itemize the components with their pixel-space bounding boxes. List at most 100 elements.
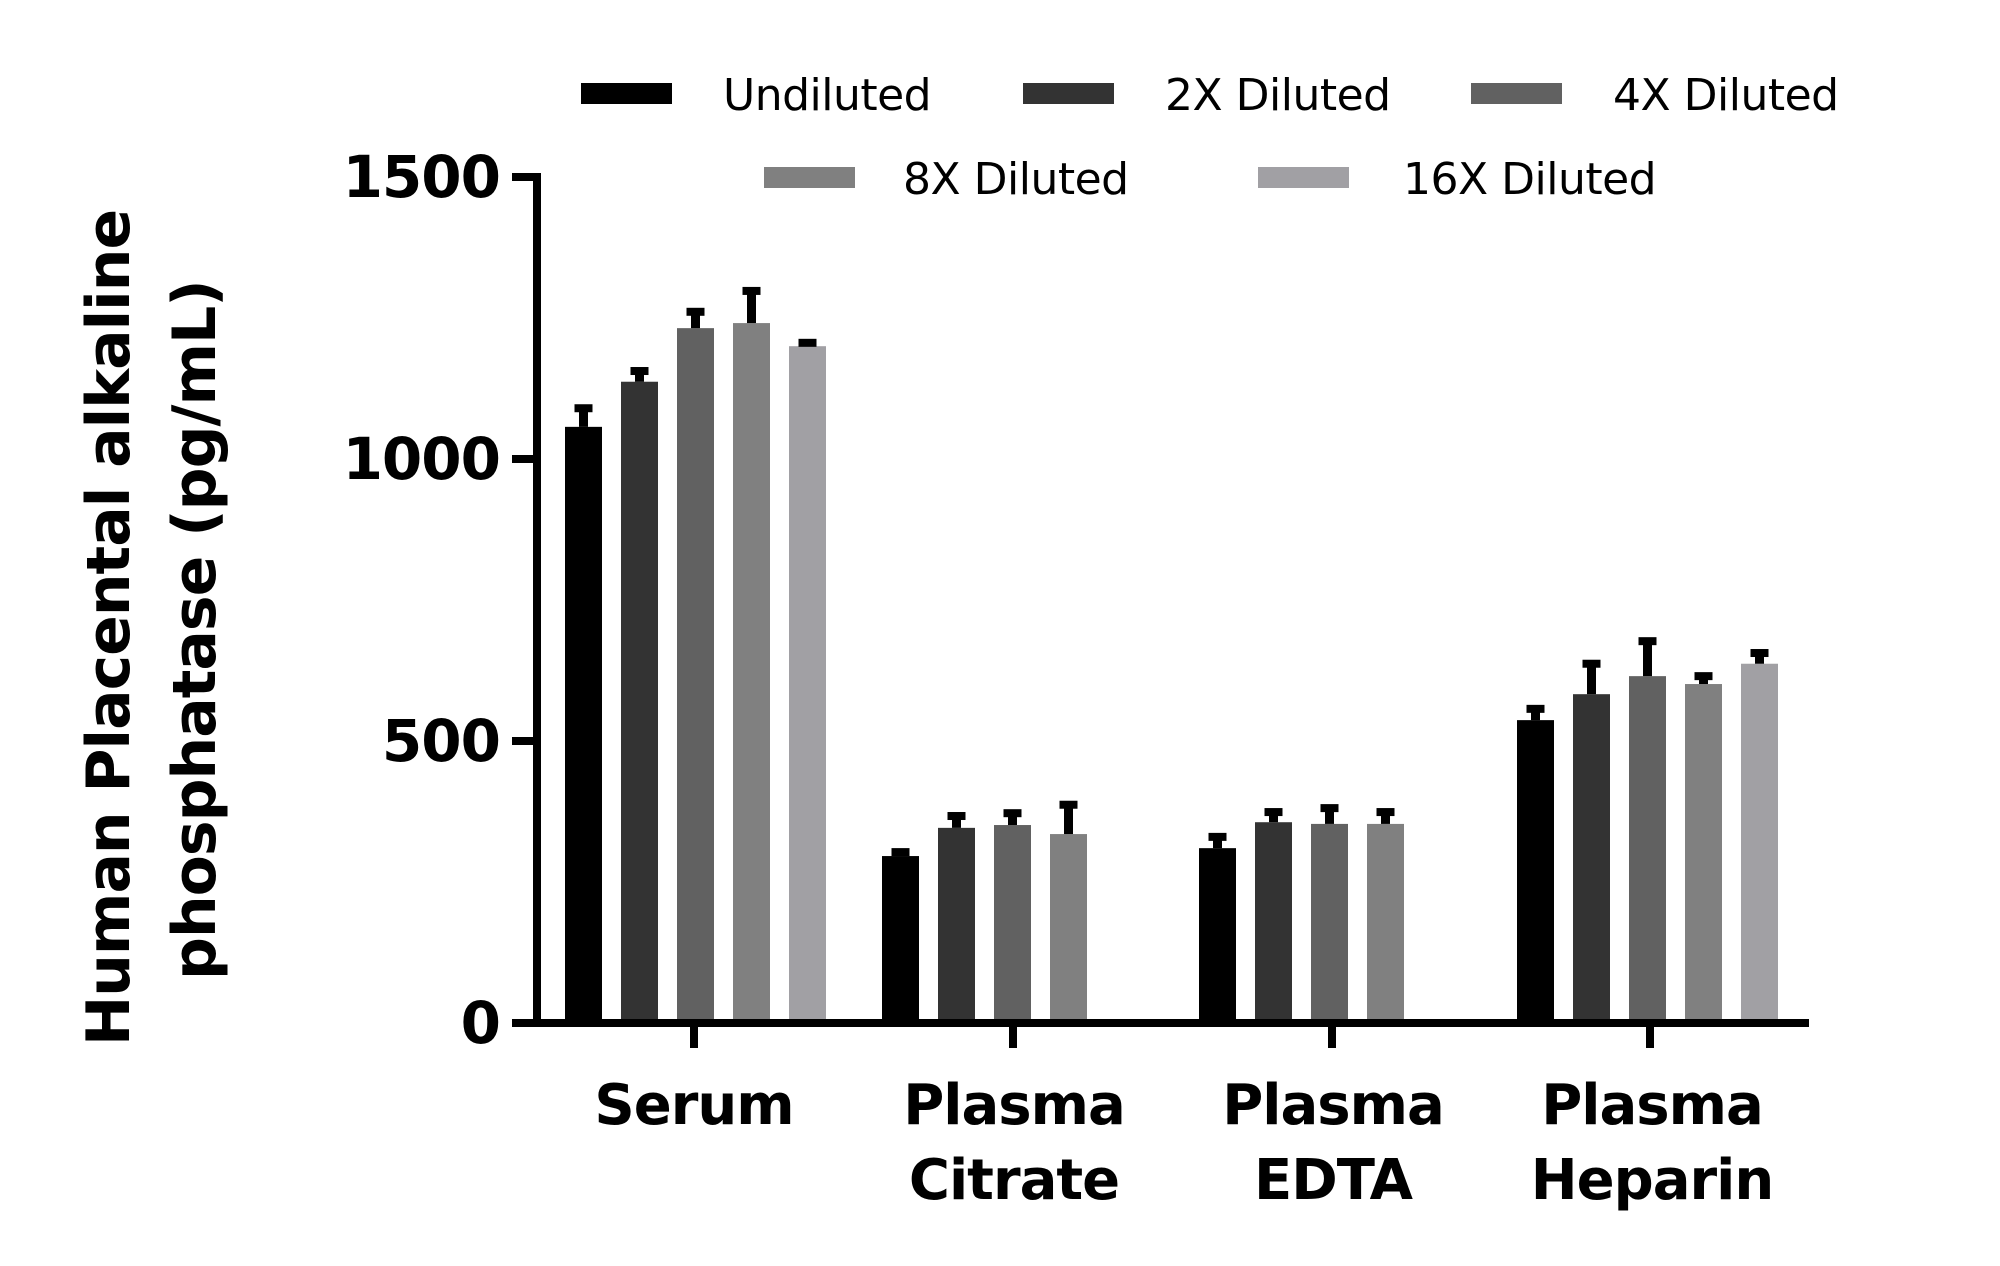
error-bar-stem — [1269, 812, 1278, 823]
y-axis-line — [533, 173, 541, 1027]
error-bar-cap — [1526, 704, 1545, 713]
y-axis-title-line-2: phosphatase (pg/mL) — [160, 280, 230, 980]
error-bar-stem — [579, 408, 588, 427]
y-tick-1500 — [512, 173, 537, 181]
error-bar-cap — [630, 367, 649, 376]
bar-plasma-heparin-undiluted — [1517, 704, 1554, 1023]
error-bar-stem — [747, 290, 756, 324]
bar-rect — [1685, 684, 1722, 1023]
bar-plasma-edta-8x-diluted — [1367, 808, 1404, 1023]
error-bar-stem — [1325, 808, 1334, 824]
bar-plasma-heparin-4x-diluted — [1629, 637, 1666, 1023]
bar-rect — [1050, 834, 1087, 1023]
x-label-plasma-heparin: Plasma Heparin — [1502, 1068, 1802, 1218]
bar-serum-16x-diluted — [789, 338, 826, 1023]
error-bar-cap — [798, 338, 817, 347]
bar-rect — [1573, 694, 1610, 1023]
error-bar-cap — [1208, 832, 1227, 841]
error-bar-stem — [1213, 836, 1222, 849]
error-bar-stem — [1064, 804, 1073, 835]
error-bar-stem — [1755, 653, 1764, 664]
bar-rect — [938, 827, 975, 1023]
x-label-plasma-edta: Plasma EDTA — [1183, 1068, 1483, 1218]
legend-swatch-2x — [1023, 83, 1114, 104]
x-label-plasma-heparin-line-1: Plasma — [1541, 1073, 1764, 1138]
y-tick-label-500: 500 — [381, 707, 501, 775]
x-tick-0 — [690, 1023, 698, 1048]
error-bar-cap — [574, 404, 593, 413]
y-tick-label-0: 0 — [460, 989, 501, 1057]
axes-layer — [512, 173, 1809, 1048]
error-bar-cap — [891, 848, 910, 857]
legend-label-4x: 4X Diluted — [1613, 70, 1839, 121]
x-label-serum-line-1: Serum — [594, 1073, 794, 1138]
y-tick-label-1500: 1500 — [342, 143, 501, 211]
x-label-plasma-citrate-line-2: Citrate — [908, 1148, 1120, 1213]
x-tick-1 — [1009, 1023, 1017, 1048]
error-bar-cap — [1582, 659, 1601, 668]
error-bar-cap — [947, 812, 966, 821]
bar-rect — [1255, 822, 1292, 1023]
error-bar-stem — [1531, 708, 1540, 721]
error-bar-stem — [635, 371, 644, 382]
error-bar-stem — [691, 311, 700, 329]
bar-plasma-citrate-8x-diluted — [1050, 800, 1087, 1023]
bar-plasma-heparin-16x-diluted — [1741, 649, 1778, 1023]
x-label-plasma-heparin-line-2: Heparin — [1530, 1148, 1774, 1213]
error-bar-stem — [1643, 641, 1652, 677]
y-tick-label-1000: 1000 — [342, 425, 501, 493]
bar-serum-undiluted — [565, 404, 602, 1023]
x-label-plasma-citrate: Plasma Citrate — [864, 1068, 1164, 1218]
bar-rect — [1199, 848, 1236, 1023]
bar-rect — [621, 381, 658, 1023]
bar-serum-2x-diluted — [621, 367, 658, 1023]
error-bar-cap — [1320, 804, 1339, 813]
bar-serum-4x-diluted — [677, 307, 714, 1024]
error-bar-cap — [1694, 672, 1713, 681]
x-axis-line — [512, 1019, 1809, 1027]
bar-plasma-edta-4x-diluted — [1311, 804, 1348, 1023]
x-label-plasma-edta-line-2: EDTA — [1254, 1148, 1413, 1213]
bar-plasma-heparin-2x-diluted — [1573, 659, 1610, 1023]
bar-rect — [677, 328, 714, 1024]
bar-rect — [1741, 663, 1778, 1023]
legend-swatch-undiluted — [581, 83, 672, 104]
error-bar-cap — [686, 307, 705, 316]
legend-swatch-8x — [764, 167, 855, 188]
bar-serum-8x-diluted — [733, 286, 770, 1023]
error-bar-stem — [1381, 812, 1390, 824]
bar-rect — [1517, 720, 1554, 1023]
x-label-plasma-citrate-line-1: Plasma — [903, 1073, 1126, 1138]
error-bar-stem — [952, 816, 961, 828]
error-bar-cap — [1750, 649, 1769, 658]
bar-rect — [789, 346, 826, 1023]
x-tick-3 — [1646, 1023, 1654, 1048]
bar-rect — [733, 323, 770, 1023]
legend-swatch-4x — [1471, 83, 1562, 104]
error-bar-cap — [1638, 637, 1657, 646]
error-bar-stem — [1587, 663, 1596, 695]
legend-label-2x: 2X Diluted — [1165, 70, 1391, 121]
bar-plasma-citrate-undiluted — [882, 848, 919, 1023]
error-bar-stem — [1008, 813, 1017, 826]
x-label-plasma-edta-line-1: Plasma — [1222, 1073, 1445, 1138]
error-bar-cap — [1264, 808, 1283, 817]
error-bar-cap — [742, 286, 761, 295]
bar-plasma-citrate-4x-diluted — [994, 809, 1031, 1023]
x-tick-2 — [1328, 1023, 1336, 1048]
bar-rect — [1629, 676, 1666, 1023]
x-label-serum: Serum — [544, 1068, 844, 1143]
error-bar-cap — [1003, 809, 1022, 818]
legend-label-8x: 8X Diluted — [903, 154, 1129, 205]
y-tick-1000 — [512, 455, 537, 463]
bar-plasma-edta-2x-diluted — [1255, 808, 1292, 1023]
legend-swatch-16x — [1258, 167, 1349, 188]
bar-rect — [565, 426, 602, 1023]
bar-rect — [1311, 823, 1348, 1023]
bar-rect — [1367, 823, 1404, 1023]
bars-layer — [565, 286, 1778, 1024]
bar-rect — [882, 856, 919, 1023]
bar-rect — [994, 825, 1031, 1023]
legend-label-16x: 16X Diluted — [1403, 154, 1657, 205]
